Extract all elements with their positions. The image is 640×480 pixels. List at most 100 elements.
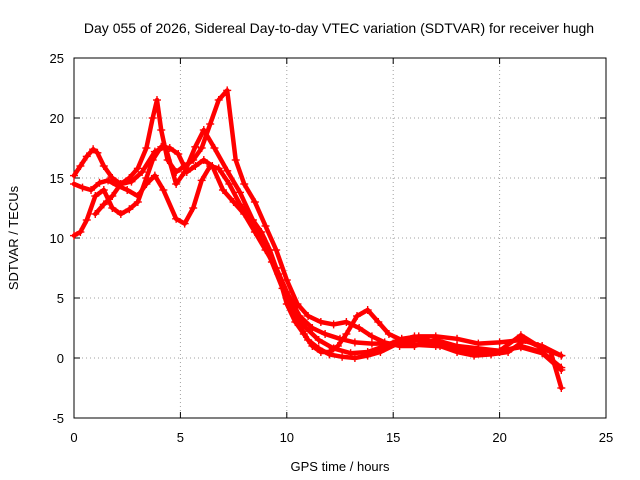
data-point-marker	[304, 312, 313, 320]
data-point-marker	[142, 174, 151, 182]
data-point-marker	[104, 176, 113, 185]
data-point-marker	[229, 198, 238, 206]
data-point-marker	[180, 219, 189, 228]
data-point-marker	[116, 180, 125, 188]
data-point-marker	[125, 205, 134, 214]
data-point-marker	[142, 144, 151, 152]
data-point-marker	[384, 330, 393, 338]
data-point-marker	[367, 332, 376, 341]
data-point-marker	[93, 148, 102, 157]
data-point-marker	[261, 222, 270, 230]
y-tick-label: 15	[50, 171, 64, 186]
data-point-marker	[206, 120, 215, 128]
data-point-marker	[152, 96, 161, 104]
data-point-marker	[99, 162, 108, 170]
data-point-marker	[380, 338, 389, 347]
data-point-marker	[148, 114, 157, 122]
data-point-marker	[214, 96, 223, 104]
data-point-marker	[191, 162, 200, 170]
data-point-marker	[533, 342, 542, 350]
data-point-marker	[172, 214, 181, 223]
data-point-marker	[495, 338, 504, 347]
data-point-marker	[240, 180, 249, 188]
data-point-marker	[231, 156, 240, 164]
data-point-marker	[82, 216, 91, 224]
data-point-marker	[395, 342, 404, 350]
data-point-marker	[172, 180, 181, 188]
x-tick-label: 15	[386, 430, 400, 445]
data-point-marker	[150, 171, 159, 180]
data-point-marker	[108, 204, 117, 212]
data-point-marker	[99, 200, 108, 209]
data-point-marker	[353, 312, 362, 320]
axis-ticks: 0 5 10 15 20 25 -5 0 5 10 15 20 25	[50, 51, 614, 445]
grid-lines	[74, 58, 606, 418]
data-point-marker	[174, 150, 183, 158]
data-point-marker	[299, 330, 308, 338]
data-point-marker	[474, 344, 483, 353]
data-point-marker	[70, 171, 78, 180]
x-tick-label: 25	[599, 430, 613, 445]
data-point-marker	[470, 351, 479, 360]
data-point-marker	[235, 188, 244, 197]
data-point-marker	[91, 210, 100, 218]
data-point-marker	[274, 270, 283, 278]
data-point-marker	[182, 168, 191, 176]
data-point-marker	[223, 166, 232, 175]
data-point-marker	[557, 384, 566, 392]
data-point-marker	[291, 318, 300, 326]
data-point-marker	[133, 164, 142, 173]
data-point-marker	[225, 180, 234, 188]
x-tick-label: 5	[177, 430, 184, 445]
y-tick-label: 0	[57, 351, 64, 366]
data-point-marker	[76, 162, 85, 170]
data-point-marker	[342, 330, 351, 338]
data-point-marker	[108, 192, 117, 200]
data-point-marker	[314, 336, 323, 344]
data-point-marker	[374, 318, 383, 326]
series-line	[71, 127, 564, 373]
data-point-marker	[89, 145, 98, 154]
y-tick-label: 20	[50, 111, 64, 126]
data-point-marker	[189, 156, 198, 164]
data-point-marker	[116, 210, 125, 218]
data-point-marker	[223, 86, 232, 95]
data-point-marker	[423, 336, 432, 344]
data-point-marker	[133, 198, 142, 206]
data-point-marker	[282, 276, 291, 284]
x-tick-label: 10	[280, 430, 294, 445]
data-point-marker	[87, 186, 96, 194]
data-point-marker	[367, 339, 376, 348]
series-line	[71, 144, 564, 370]
series-pass-4	[91, 86, 566, 360]
data-point-marker	[180, 162, 189, 170]
y-tick-label: 25	[50, 51, 64, 66]
data-point-marker	[521, 336, 530, 344]
data-point-marker	[436, 342, 445, 350]
data-point-marker	[321, 330, 330, 338]
data-point-marker	[316, 348, 325, 356]
data-point-marker	[557, 351, 566, 360]
y-tick-label: 10	[50, 231, 64, 246]
x-axis-label: GPS time / hours	[291, 459, 390, 474]
data-point-marker	[199, 156, 208, 164]
data-point-marker	[376, 348, 385, 356]
data-point-marker	[487, 350, 496, 359]
data-point-marker	[197, 176, 206, 185]
data-point-marker	[214, 164, 223, 173]
data-point-marker	[329, 320, 338, 329]
data-point-marker	[125, 174, 134, 182]
x-tick-label: 20	[492, 430, 506, 445]
data-point-marker	[293, 300, 302, 308]
data-point-marker	[350, 338, 359, 347]
data-point-marker	[210, 144, 219, 152]
data-point-marker	[504, 348, 513, 356]
data-point-marker	[350, 354, 359, 362]
data-point-marker	[363, 306, 372, 314]
data-point-marker	[248, 216, 257, 224]
data-point-marker	[240, 204, 249, 212]
data-point-marker	[95, 178, 104, 187]
data-point-marker	[91, 192, 100, 200]
data-point-marker	[218, 186, 227, 194]
data-point-marker	[138, 168, 147, 176]
